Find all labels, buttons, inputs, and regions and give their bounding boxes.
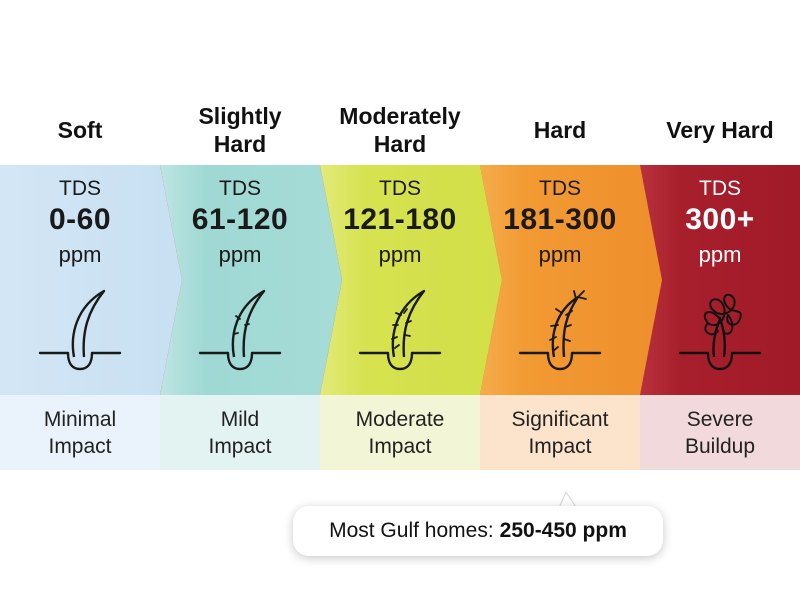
band-hard bbox=[480, 165, 662, 395]
level-title-moderately-hard: Moderately Hard bbox=[339, 103, 461, 157]
gulf-homes-callout: Most Gulf homes: 250-450 ppm bbox=[293, 506, 663, 556]
tds-range: 181-300 bbox=[503, 203, 617, 236]
impact-very-hard: Severe Buildup bbox=[640, 395, 800, 470]
tds-range: 61-120 bbox=[191, 203, 289, 236]
tds-unit: ppm bbox=[538, 242, 582, 267]
tds-unit: ppm bbox=[58, 242, 102, 267]
frayed-hair-icon bbox=[518, 290, 602, 371]
level-moderately-hard: TDS 121-180 ppm bbox=[320, 165, 480, 395]
smooth-hair-icon bbox=[38, 289, 122, 371]
level-title-soft: Soft bbox=[57, 117, 103, 143]
tds-unit: ppm bbox=[698, 242, 742, 267]
tds-label: TDS bbox=[59, 177, 101, 200]
level-title-very-hard: Very Hard bbox=[666, 117, 774, 143]
tds-label: TDS bbox=[219, 177, 261, 200]
tds-range: 300+ bbox=[685, 203, 755, 236]
callout-prefix: Most Gulf homes: bbox=[329, 519, 494, 542]
band-very-hard bbox=[640, 165, 800, 395]
band-soft bbox=[0, 165, 182, 395]
hardness-headers: Soft Slightly Hard Moderately Hard Hard … bbox=[0, 95, 800, 165]
impact-row: Minimal Impact Mild Impact Moderate Impa… bbox=[0, 395, 800, 470]
tds-label: TDS bbox=[539, 177, 581, 200]
band-moderately-hard bbox=[320, 165, 502, 395]
level-title-slightly-hard: Slightly Hard bbox=[198, 103, 282, 157]
tds-unit: ppm bbox=[378, 242, 422, 267]
impact-hard: Significant Impact bbox=[480, 395, 640, 470]
callout-pointer bbox=[557, 490, 579, 510]
rough-hair-icon bbox=[358, 289, 442, 371]
tds-label: TDS bbox=[379, 177, 421, 200]
hardness-color-band: TDS 0-60 ppm TDS 61-120 ppm TDS 121-180 … bbox=[0, 165, 800, 395]
tangled-hair-icon bbox=[678, 293, 762, 371]
tds-range: 0-60 bbox=[48, 203, 112, 236]
callout-value: 250-450 ppm bbox=[499, 519, 627, 542]
impact-moderately-hard: Moderate Impact bbox=[320, 395, 480, 470]
tds-range: 121-180 bbox=[343, 203, 457, 236]
band-background bbox=[0, 165, 800, 395]
tds-unit: ppm bbox=[218, 242, 262, 267]
impact-soft: Minimal Impact bbox=[0, 395, 160, 470]
slightly-rough-hair-icon bbox=[198, 289, 282, 371]
level-title-hard: Hard bbox=[533, 117, 587, 143]
level-very-hard: TDS 300+ ppm bbox=[640, 165, 800, 395]
level-soft: TDS 0-60 ppm bbox=[0, 165, 160, 395]
level-slightly-hard: TDS 61-120 ppm bbox=[160, 165, 320, 395]
impact-slightly-hard: Mild Impact bbox=[160, 395, 320, 470]
tds-label: TDS bbox=[699, 177, 741, 200]
band-slightly-hard bbox=[160, 165, 342, 395]
level-hard: TDS 181-300 ppm bbox=[480, 165, 640, 395]
